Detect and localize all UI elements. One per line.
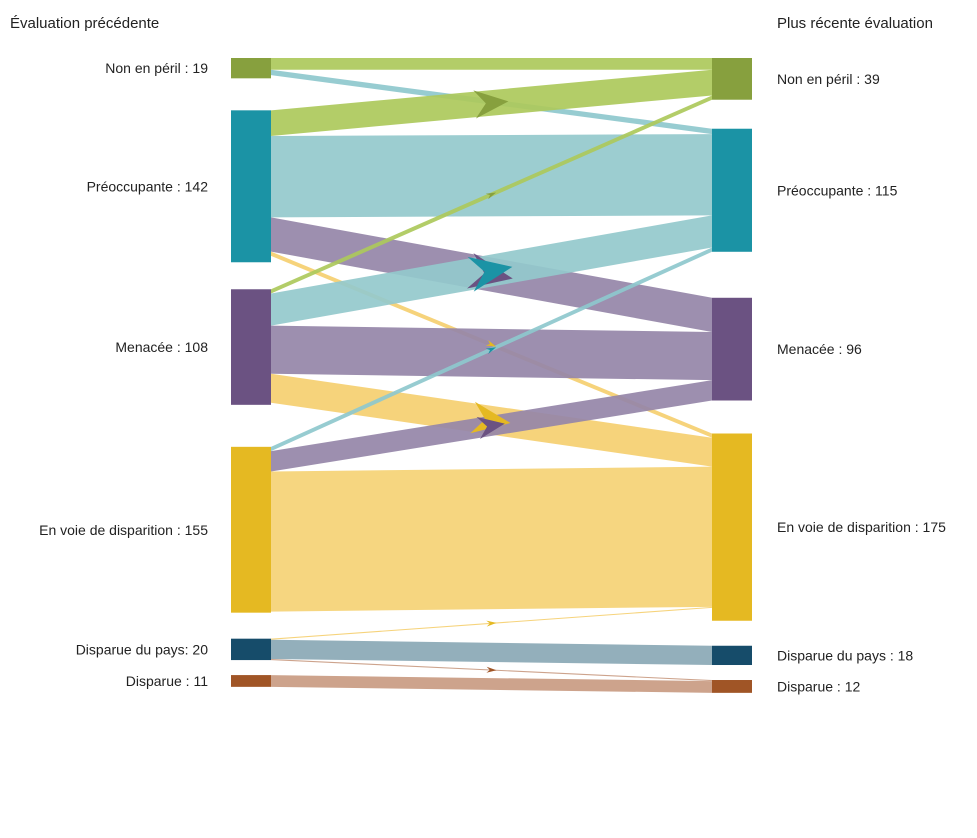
flow-arrow-dp-to-vd xyxy=(486,620,497,627)
left-node-label-me: Menacée : 108 xyxy=(115,339,208,355)
left-node-np xyxy=(231,58,271,79)
left-node-vd xyxy=(231,446,271,613)
flows-layer xyxy=(271,58,712,693)
right-node-dp xyxy=(712,645,752,666)
right-node-me xyxy=(712,297,752,401)
left-node-label-vd: En voie de disparition : 155 xyxy=(39,522,208,538)
right-node-label-dp: Disparue du pays : 18 xyxy=(777,647,913,663)
right-node-label-np: Non en péril : 39 xyxy=(777,71,880,87)
flow-np-to-np xyxy=(271,58,712,70)
flow-arrow-vd-to-me xyxy=(476,416,505,439)
flow-arrow-dp-to-di xyxy=(486,666,497,673)
right-column-title: Plus récente évaluation xyxy=(777,15,933,32)
left-node-label-pr: Préoccupante : 142 xyxy=(87,178,209,194)
right-node-pr xyxy=(712,128,752,252)
right-node-label-vd: En voie de disparition : 175 xyxy=(777,519,946,535)
flow-dp-to-dp xyxy=(271,639,712,666)
right-node-label-pr: Préoccupante : 115 xyxy=(777,182,898,198)
nodes-layer xyxy=(231,58,752,693)
left-node-dp xyxy=(231,638,271,661)
right-node-label-me: Menacée : 96 xyxy=(777,341,862,357)
left-node-label-np: Non en péril : 19 xyxy=(105,60,208,76)
flow-me-to-me xyxy=(271,325,712,381)
flow-arrow-pr-to-np xyxy=(473,90,509,119)
left-node-me xyxy=(231,289,271,405)
right-node-label-di: Disparue : 12 xyxy=(777,678,860,694)
flow-arrow-pr-to-vd xyxy=(485,339,497,347)
flow-vd-to-vd xyxy=(271,466,712,612)
left-node-label-di: Disparue : 11 xyxy=(126,673,208,689)
flow-arrow-me-to-np xyxy=(485,192,497,200)
left-column-title: Évaluation précédente xyxy=(10,15,159,32)
flow-arrow-me-to-pr xyxy=(467,256,513,292)
arrows-layer xyxy=(467,90,513,673)
right-node-di xyxy=(712,680,752,693)
flow-di-to-di xyxy=(271,675,712,693)
labels-layer: Non en péril : 19 Préoccupante : 142 Menac… xyxy=(39,60,946,694)
left-node-label-dp: Disparue du pays: 20 xyxy=(76,641,209,657)
right-node-vd xyxy=(712,433,752,621)
flow-arrow-vd-to-pr xyxy=(485,347,497,355)
right-node-np xyxy=(712,58,752,100)
left-node-pr xyxy=(231,110,271,263)
flow-pr-to-pr xyxy=(271,134,712,218)
left-node-di xyxy=(231,675,271,687)
